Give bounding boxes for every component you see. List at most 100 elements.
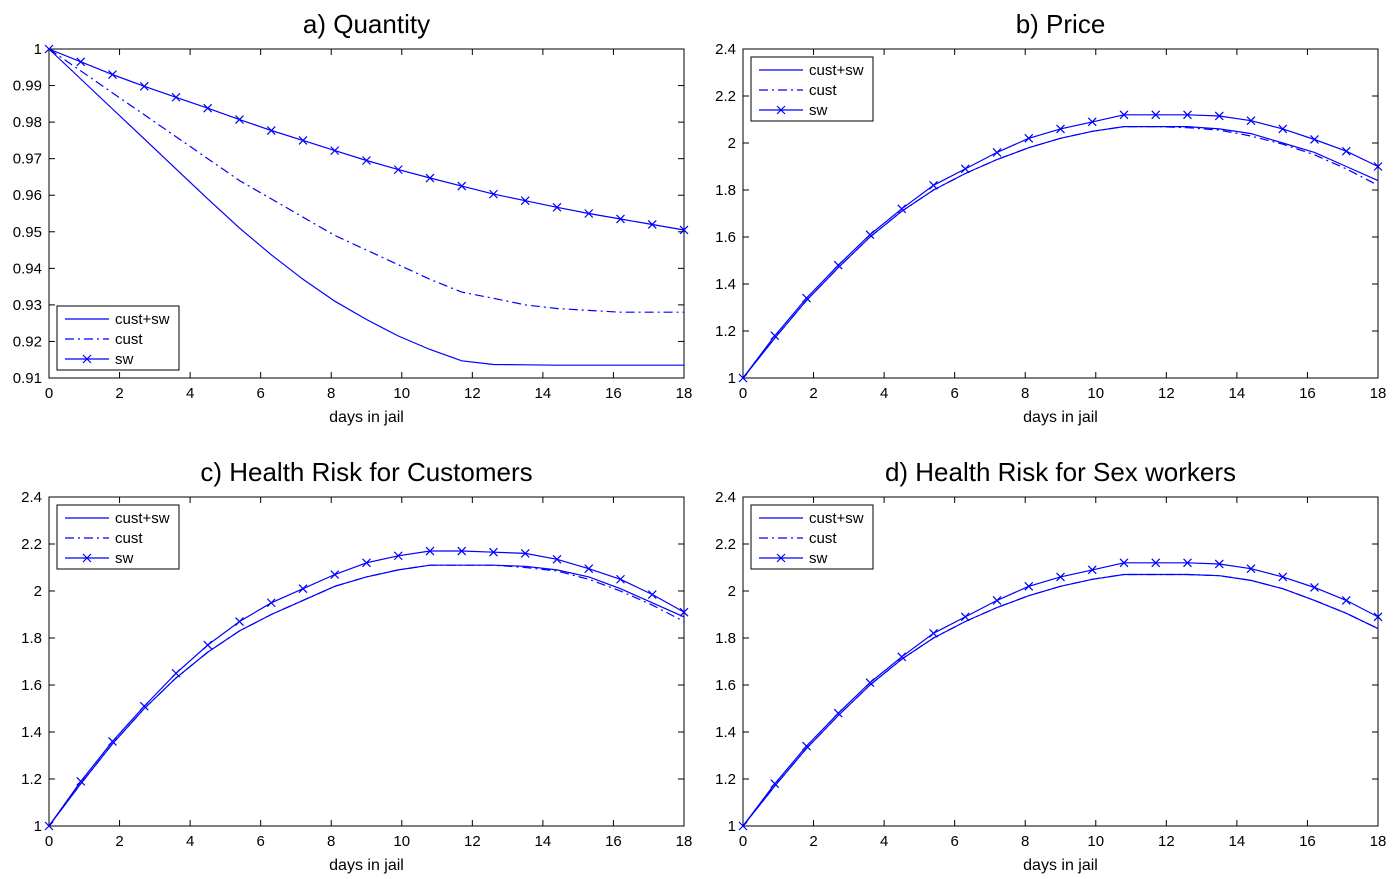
legend: cust+sw cust sw [750, 504, 874, 570]
legend-label: cust+sw [115, 510, 170, 527]
y-tick-label: 2.4 [715, 41, 736, 58]
legend-x-marker [82, 553, 92, 563]
x-marker [1183, 558, 1192, 568]
x-marker [679, 225, 689, 235]
x-tick-label: 14 [535, 833, 552, 850]
series-line-cust-sw [742, 125, 1379, 379]
y-tick-label: 2 [728, 583, 736, 600]
y-tick-label: 0.94 [13, 260, 42, 277]
series-line-cust-sw [48, 48, 684, 366]
x-axis-label: days in jail [1023, 857, 1098, 874]
x-marker [960, 164, 970, 174]
x-tick-label: 0 [739, 385, 747, 402]
x-tick-label: 2 [115, 833, 123, 850]
y-tick-label: 1.8 [715, 182, 736, 199]
x-marker [1278, 124, 1288, 134]
x-tick-label: 8 [327, 385, 335, 402]
x-tick-label: 0 [45, 385, 53, 402]
x-marker [76, 776, 86, 786]
x-marker [139, 701, 149, 711]
x-axis-label: days in jail [329, 409, 404, 426]
y-tick-label: 1.2 [21, 771, 42, 788]
x-tick-label: 12 [1158, 833, 1175, 850]
x-marker [1246, 116, 1256, 126]
series-line-cust [742, 573, 1379, 827]
x-tick-label: 16 [1299, 385, 1316, 402]
x-marker [1119, 558, 1129, 568]
series-line-sw [48, 550, 685, 827]
y-tick-label: 2 [728, 135, 736, 152]
x-marker [647, 220, 657, 229]
y-tick-label: 2.4 [21, 489, 42, 506]
x-marker [1310, 583, 1319, 592]
x-marker [235, 115, 244, 124]
y-tick-label: 1.6 [715, 677, 736, 694]
legend-label: cust+sw [115, 311, 170, 328]
x-marker [489, 189, 498, 199]
x-marker [1341, 595, 1351, 605]
x-tick-label: 10 [1087, 385, 1104, 402]
x-marker [865, 230, 875, 240]
chart-title: b) Price [1016, 9, 1106, 39]
x-tick-label: 18 [1370, 833, 1387, 850]
x-marker [1373, 612, 1383, 622]
y-tick-label: 1.8 [21, 630, 42, 647]
x-tick-label: 16 [605, 833, 622, 850]
y-tick-label: 1 [34, 818, 42, 835]
x-tick-label: 2 [115, 385, 123, 402]
x-marker [992, 595, 1002, 605]
y-tick-label: 0.91 [13, 370, 42, 387]
x-tick-label: 18 [1370, 385, 1387, 402]
series-line-cust [742, 125, 1379, 379]
x-tick-label: 4 [186, 833, 194, 850]
x-marker [929, 628, 938, 638]
x-tick-label: 12 [464, 833, 481, 850]
x-marker [108, 736, 117, 746]
x-marker [1151, 110, 1161, 120]
y-tick-label: 2.2 [715, 88, 736, 105]
x-marker [1087, 565, 1097, 575]
y-tick-label: 1 [34, 41, 42, 58]
x-marker [1024, 581, 1034, 591]
chart-title: a) Quantity [303, 9, 430, 39]
series-line-cust-sw [742, 573, 1379, 827]
legend: cust+sw cust sw [56, 305, 180, 371]
legend-label: cust+sw [809, 62, 864, 79]
x-marker [833, 708, 843, 718]
x-marker [960, 612, 970, 622]
x-tick-label: 8 [327, 833, 335, 850]
x-marker [738, 821, 748, 831]
x-marker [266, 126, 276, 135]
y-tick-label: 0.95 [13, 224, 42, 241]
x-marker [802, 293, 811, 303]
x-axis-label: days in jail [329, 857, 404, 874]
x-marker [770, 331, 780, 341]
x-marker [679, 607, 689, 617]
series-line-cust [48, 564, 685, 827]
x-marker [298, 584, 308, 594]
x-marker [897, 652, 907, 662]
y-tick-label: 2.2 [21, 536, 42, 553]
x-marker [1087, 117, 1097, 127]
x-marker [235, 617, 244, 626]
x-tick-label: 12 [464, 385, 481, 402]
x-tick-label: 4 [880, 385, 888, 402]
x-tick-label: 16 [605, 385, 622, 402]
y-tick-label: 0.92 [13, 333, 42, 350]
series-line-sw [742, 114, 1379, 379]
x-tick-label: 12 [1158, 385, 1175, 402]
legend-label: cust [115, 530, 143, 547]
legend-x-marker [776, 105, 786, 115]
y-tick-label: 1.4 [715, 276, 736, 293]
series-line-cust [48, 48, 684, 313]
x-marker [1056, 572, 1065, 582]
x-marker [266, 598, 276, 608]
x-marker [171, 668, 181, 678]
x-tick-label: 18 [676, 833, 693, 850]
legend-label: cust [115, 331, 143, 348]
legend-x-marker [82, 354, 92, 364]
x-marker [1341, 146, 1351, 156]
